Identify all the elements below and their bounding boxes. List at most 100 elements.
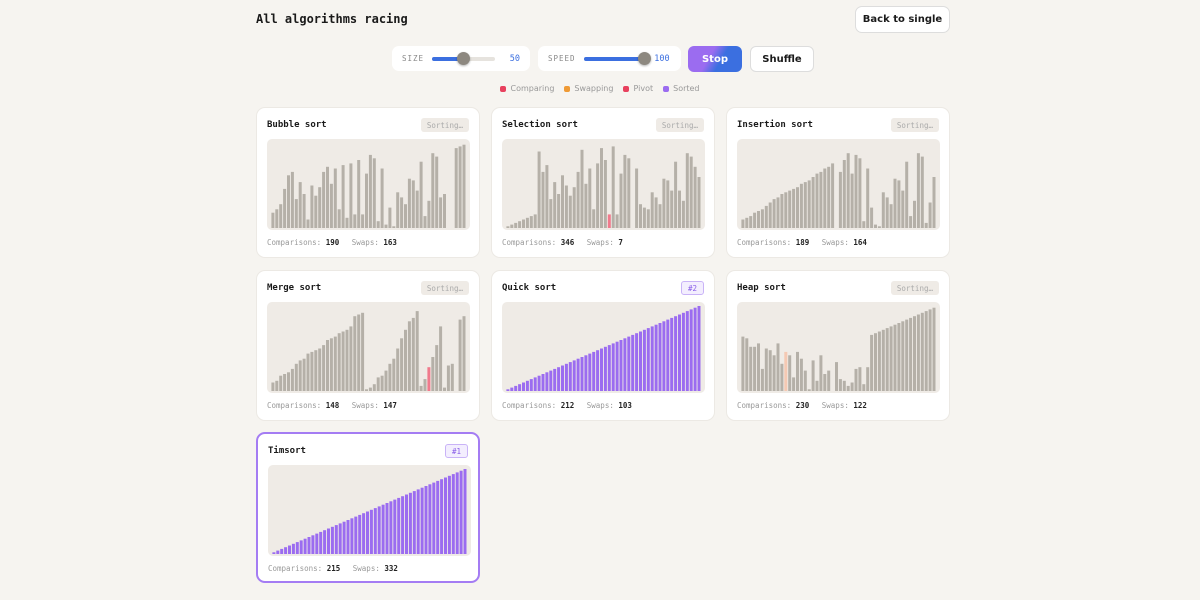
bar (365, 389, 368, 391)
back-to-single-button[interactable]: Back to single (855, 6, 950, 33)
stop-button[interactable]: Stop (688, 46, 742, 72)
bar (874, 224, 877, 228)
bar (827, 370, 831, 391)
legend-swatch (623, 85, 630, 92)
bar (792, 377, 796, 391)
stats: Comparisons: 148 Swaps: 147 (267, 401, 405, 410)
bar (319, 531, 323, 554)
bar (792, 188, 796, 228)
bar (357, 160, 361, 228)
algorithm-card: Quick sort #2 Comparisons: 212 Swaps: 10… (491, 270, 715, 421)
bar (874, 333, 877, 391)
bar (384, 224, 388, 228)
bar (557, 367, 561, 391)
bar (439, 197, 443, 228)
bar (639, 331, 642, 391)
size-slider[interactable] (432, 51, 495, 65)
bar (299, 540, 303, 554)
bar (893, 324, 897, 391)
bar (741, 336, 745, 391)
bar (681, 200, 685, 228)
bar (854, 154, 858, 228)
bar (295, 542, 299, 554)
size-slider-knob[interactable] (457, 51, 471, 65)
bar (424, 486, 428, 554)
bar (362, 513, 366, 554)
bar (889, 326, 893, 391)
bar (337, 333, 341, 391)
speed-slider[interactable] (583, 51, 651, 65)
bar (764, 205, 768, 228)
bar (439, 326, 443, 391)
bar (757, 343, 760, 391)
stats: Comparisons: 346 Swaps: 7 (502, 238, 631, 247)
speed-slider-knob[interactable] (637, 51, 651, 65)
bar (607, 214, 611, 228)
bar (901, 321, 905, 391)
bar (525, 217, 529, 228)
bar (404, 329, 407, 391)
legend-label: Comparing (510, 84, 555, 93)
bar (760, 209, 764, 228)
bar (389, 501, 393, 554)
bar (432, 482, 436, 554)
bar (358, 514, 362, 554)
bar (373, 508, 377, 554)
algorithm-name: Insertion sort (737, 120, 813, 130)
algorithm-name: Bubble sort (267, 120, 327, 130)
bar (462, 316, 466, 391)
bar (545, 165, 549, 228)
bar (463, 469, 467, 554)
bar (298, 182, 302, 228)
bar (768, 202, 772, 228)
legend-item: Pivot (623, 84, 653, 93)
bar (354, 516, 358, 554)
bar (279, 375, 283, 391)
bar (290, 171, 294, 228)
bar (654, 324, 658, 391)
swaps-value: 7 (618, 238, 623, 247)
bar (584, 183, 588, 228)
bar (799, 358, 803, 391)
bar (346, 520, 350, 554)
bar (776, 197, 780, 228)
bar (283, 188, 287, 228)
bar-chart (502, 302, 705, 393)
bar (838, 379, 842, 391)
comparisons-value: 212 (560, 401, 575, 410)
bar (788, 355, 792, 391)
bar (326, 166, 329, 228)
bar (396, 192, 400, 228)
algorithm-name: Timsort (268, 446, 306, 456)
bar (337, 209, 341, 228)
bar (757, 211, 760, 228)
bar (592, 351, 596, 391)
bar (799, 183, 803, 228)
bar (776, 343, 780, 391)
bar (670, 190, 674, 228)
bar (753, 212, 757, 228)
bar (920, 312, 924, 391)
bar (423, 379, 427, 391)
bar (780, 363, 784, 391)
shuffle-button[interactable]: Shuffle (750, 46, 814, 72)
bar (815, 380, 819, 391)
bar-chart (502, 139, 705, 230)
bar (913, 316, 916, 391)
bar (666, 180, 670, 228)
bar (909, 317, 913, 391)
bar (862, 221, 866, 228)
bar (576, 358, 580, 391)
bar (635, 168, 639, 228)
bar (580, 357, 584, 391)
bar (291, 543, 295, 554)
stats: Comparisons: 212 Swaps: 103 (502, 401, 640, 410)
status-badge: Sorting… (420, 281, 469, 295)
bar (835, 362, 838, 391)
status-badge: Sorting… (420, 118, 469, 132)
bar (306, 219, 310, 228)
bar (322, 345, 326, 391)
bar (850, 173, 854, 228)
bar (607, 345, 611, 391)
comparisons-label: Comparisons: (737, 238, 792, 247)
